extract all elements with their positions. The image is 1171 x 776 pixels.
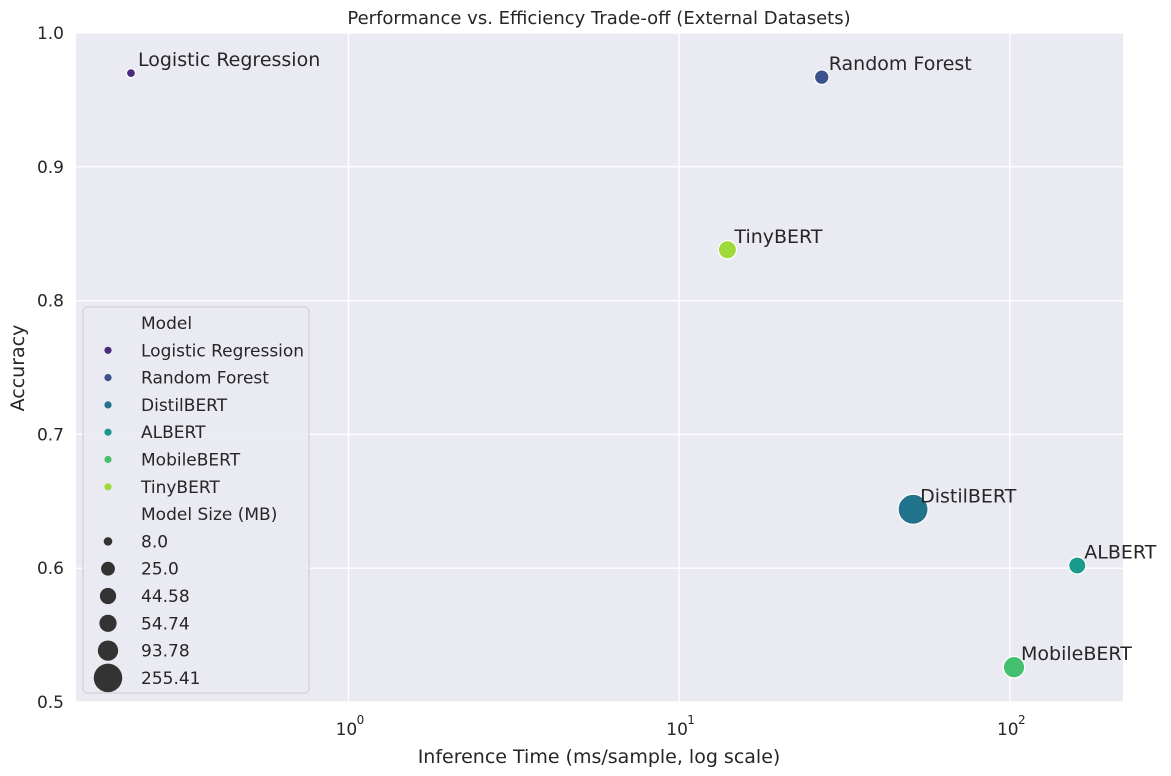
legend-size-marker [101, 561, 115, 576]
legend-size-title: Model Size (MB) [141, 505, 277, 525]
legend: Model Logistic Regression Random Forest Dis… [82, 306, 310, 694]
data-point [897, 493, 929, 525]
legend-item-label: DistilBERT [141, 396, 228, 416]
legend-size-label: 44.58 [141, 587, 190, 607]
data-point [813, 69, 830, 86]
x-tick-base: 10 [997, 720, 1019, 740]
legend-item-label: TinyBERT [140, 478, 220, 498]
point-label: ALBERT [1084, 542, 1156, 564]
point-labels: Logistic Regression Random Forest DistilBE… [138, 49, 1157, 665]
x-tick-label: 10 0 [336, 713, 365, 740]
data-point [1002, 655, 1026, 679]
axis-ticks: 0.50.60.70.80.91.010 0 10 1 10 2 [37, 24, 1026, 740]
legend-color-marker [104, 346, 112, 354]
x-tick-label: 10 2 [997, 713, 1026, 740]
legend-hue-title: Model [141, 314, 192, 334]
legend-item-label: Random Forest [141, 369, 269, 389]
legend-item-label: ALBERT [141, 423, 206, 443]
legend-item-label: Logistic Regression [141, 341, 304, 361]
legend-color-marker [104, 483, 112, 491]
data-point [125, 68, 137, 79]
x-axis-label: Inference Time (ms/sample, log scale) [418, 746, 781, 768]
legend-size-label: 255.41 [141, 669, 200, 689]
y-tick-label: 0.6 [37, 559, 64, 579]
y-tick-label: 0.9 [37, 158, 64, 178]
data-point [717, 240, 738, 260]
legend-size-marker [97, 640, 119, 661]
legend-color-marker [104, 374, 112, 382]
legend-size-marker [99, 587, 117, 605]
point-label: TinyBERT [733, 226, 822, 248]
y-tick-label: 0.8 [37, 292, 64, 312]
legend-size-label: 25.0 [141, 560, 179, 580]
y-tick-label: 0.7 [37, 425, 64, 445]
legend-size-marker [99, 614, 117, 632]
point-label: MobileBERT [1021, 643, 1132, 665]
data-points [125, 68, 1087, 679]
legend-size-label: 8.0 [141, 532, 168, 552]
legend-color-marker [104, 428, 112, 436]
x-tick-base: 10 [666, 720, 688, 740]
legend-color-marker [104, 455, 112, 464]
x-tick-exponent: 1 [687, 713, 695, 727]
point-label: Random Forest [829, 53, 972, 75]
x-tick-exponent: 0 [357, 713, 365, 727]
x-tick-label: 10 1 [666, 713, 695, 740]
y-tick-label: 1.0 [37, 24, 64, 44]
legend-color-marker [104, 401, 112, 409]
data-point [1068, 556, 1087, 575]
chart-title: Performance vs. Efficiency Trade-off (Ex… [347, 8, 850, 29]
legend-size-label: 93.78 [141, 642, 190, 662]
legend-size-label: 54.74 [141, 614, 190, 634]
point-label: Logistic Regression [138, 49, 320, 71]
legend-frame [82, 306, 310, 694]
legend-size-marker [93, 663, 123, 693]
y-tick-label: 0.5 [37, 693, 64, 713]
x-tick-base: 10 [336, 720, 358, 740]
point-label: DistilBERT [920, 485, 1017, 507]
legend-size-marker [103, 537, 113, 546]
legend-item-label: MobileBERT [141, 451, 241, 471]
x-tick-exponent: 2 [1018, 713, 1026, 727]
y-axis-label: Accuracy [7, 325, 29, 412]
